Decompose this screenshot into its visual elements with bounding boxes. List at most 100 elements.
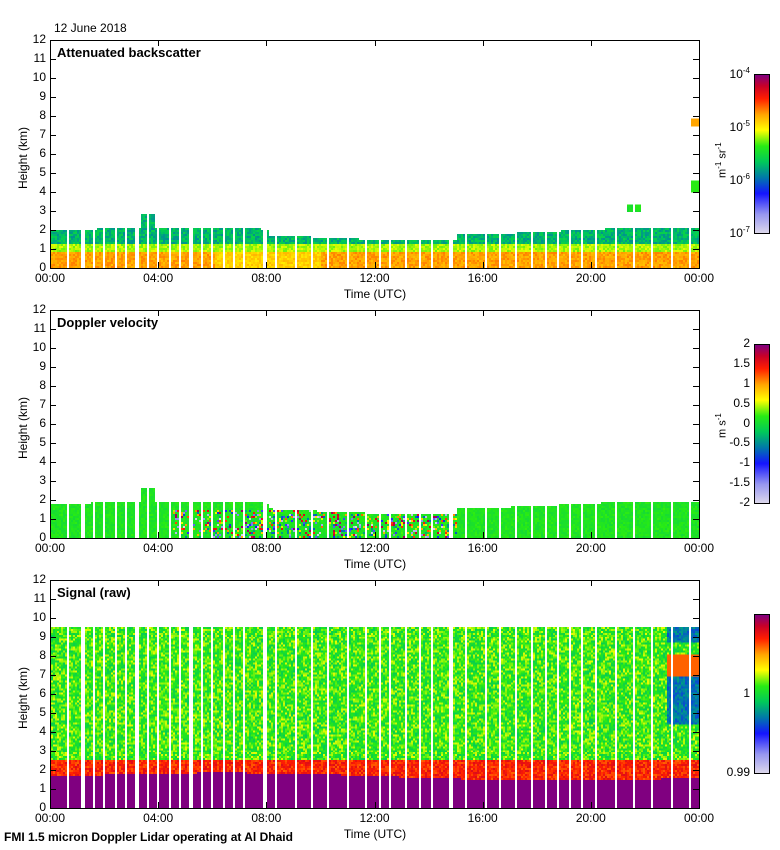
y-tick-mark [50, 599, 56, 600]
x-tick-mark-top [266, 580, 268, 586]
y-tick-mark-right [693, 249, 699, 250]
y-tick-mark-right [693, 40, 699, 41]
y-tick-mark [50, 481, 56, 482]
y-tick-label: 9 [39, 359, 46, 373]
y-tick-mark-right [693, 656, 699, 657]
x-tick-mark-top [699, 580, 700, 586]
x-tick-mark [50, 532, 51, 538]
y-tick-label: 10 [32, 610, 46, 624]
y-tick-mark [50, 538, 56, 539]
y-tick-mark-right [693, 268, 699, 269]
x-axis-label: Time (UTC) [343, 827, 407, 841]
x-tick-mark [482, 532, 484, 538]
x-tick-mark [699, 262, 700, 268]
y-axis-label: Height (km) [16, 126, 30, 189]
y-tick-mark [50, 135, 56, 136]
y-tick-label: 0 [39, 260, 46, 274]
y-tick-mark [50, 751, 56, 752]
x-tick-mark-top [482, 310, 484, 316]
figure-date: 12 June 2018 [54, 21, 127, 35]
y-tick-mark-right [693, 310, 699, 311]
y-tick-label: 0 [39, 800, 46, 814]
y-tick-mark-right [693, 192, 699, 193]
y-tick-mark-right [693, 580, 699, 581]
y-tick-label: 7 [39, 127, 46, 141]
y-tick-mark-right [693, 230, 699, 231]
y-tick-label: 11 [33, 321, 46, 335]
y-tick-mark [50, 519, 56, 520]
x-tick-mark [50, 802, 51, 808]
x-axis-label: Time (UTC) [343, 287, 407, 301]
y-tick-label: 5 [39, 165, 46, 179]
y-tick-mark-right [693, 405, 699, 406]
x-tick-mark [50, 262, 51, 268]
x-tick-mark [590, 262, 592, 268]
y-tick-label: 11 [33, 51, 46, 65]
colorbar-tick-label: 10-7 [729, 225, 750, 240]
y-tick-mark [50, 694, 56, 695]
heatmap-image-1 [51, 41, 699, 268]
y-tick-label: 8 [39, 108, 46, 122]
y-tick-label: 3 [39, 743, 46, 757]
plot-panel-1: Attenuated backscatter [50, 40, 700, 269]
y-tick-mark [50, 310, 56, 311]
x-tick-label: 16:00 [467, 541, 498, 555]
y-tick-mark [50, 618, 56, 619]
y-tick-mark-right [693, 329, 699, 330]
colorbar-tick-label: 10-5 [729, 119, 750, 134]
y-tick-label: 0 [39, 530, 46, 544]
y-tick-mark-right [693, 116, 699, 117]
x-tick-mark-top [482, 40, 484, 46]
colorbar-tick-label: 10-4 [729, 66, 750, 81]
y-tick-mark-right [693, 694, 699, 695]
y-tick-mark-right [693, 97, 699, 98]
y-tick-mark [50, 500, 56, 501]
y-tick-mark-right [693, 173, 699, 174]
x-tick-label: 04:00 [143, 271, 174, 285]
y-tick-mark [50, 249, 56, 250]
colorbar-tick-label: -0.5 [729, 435, 750, 450]
colorbar-tick-label: -1 [739, 455, 750, 470]
colorbar-2 [754, 344, 770, 504]
y-tick-label: 4 [39, 184, 46, 198]
x-tick-label: 04:00 [143, 811, 174, 825]
colorbar-tick-label: 2 [743, 336, 750, 350]
x-tick-mark-top [374, 40, 376, 46]
y-tick-mark [50, 732, 56, 733]
y-tick-mark-right [693, 386, 699, 387]
x-tick-mark-top [590, 310, 592, 316]
colorbar-tick-label: 0 [743, 415, 750, 430]
plot-panel-3: Signal (raw) [50, 580, 700, 809]
y-tick-mark [50, 386, 56, 387]
y-tick-mark-right [693, 789, 699, 790]
y-tick-label: 8 [39, 378, 46, 392]
colorbar-tick-label: -1.5 [729, 475, 750, 490]
x-tick-label: 00:00 [683, 541, 715, 555]
y-tick-mark-right [693, 808, 699, 809]
plot-panel-2: Doppler velocity [50, 310, 700, 539]
heatmap-image-3 [51, 581, 699, 808]
y-tick-mark [50, 808, 56, 809]
x-tick-mark-top [50, 310, 51, 316]
y-tick-mark [50, 97, 56, 98]
x-tick-mark [374, 802, 376, 808]
x-tick-label: 08:00 [251, 271, 282, 285]
y-tick-mark [50, 580, 56, 581]
x-tick-mark-top [482, 580, 484, 586]
y-tick-mark [50, 268, 56, 269]
y-tick-mark-right [693, 462, 699, 463]
y-tick-mark-right [693, 424, 699, 425]
y-tick-mark [50, 154, 56, 155]
y-tick-mark [50, 713, 56, 714]
x-tick-mark [266, 262, 268, 268]
y-tick-mark [50, 443, 56, 444]
y-tick-mark-right [693, 599, 699, 600]
y-tick-label: 2 [39, 492, 46, 506]
y-tick-label: 3 [39, 473, 46, 487]
y-tick-label: 8 [39, 648, 46, 662]
x-tick-mark-top [590, 580, 592, 586]
panel-title-3: Signal (raw) [57, 585, 131, 600]
y-tick-mark-right [693, 367, 699, 368]
y-tick-label: 4 [39, 454, 46, 468]
x-tick-mark [374, 532, 376, 538]
